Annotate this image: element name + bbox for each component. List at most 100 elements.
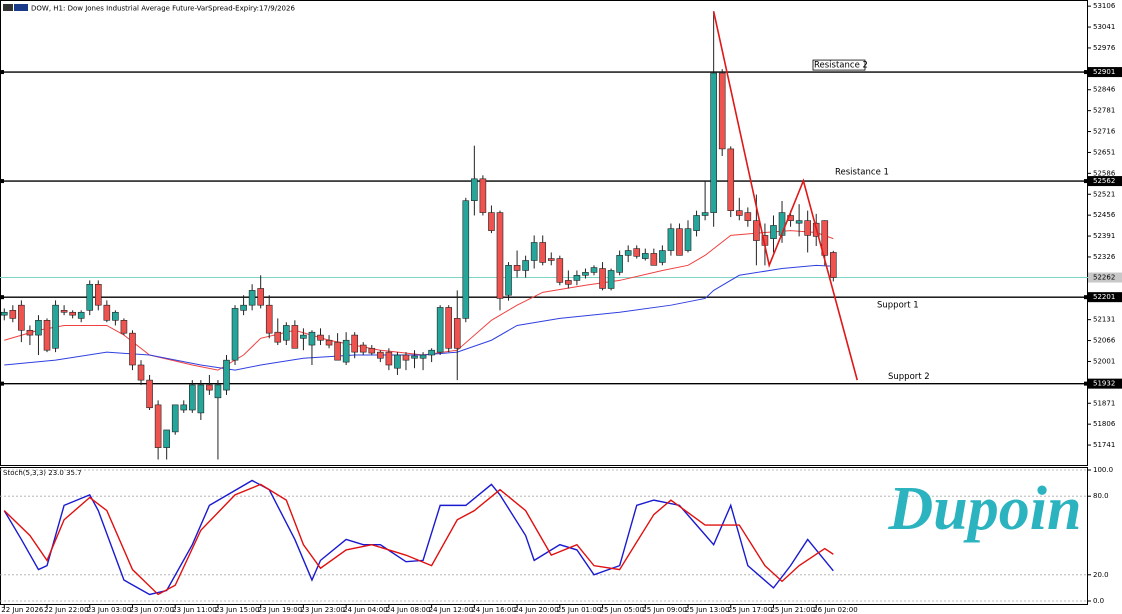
watermark: Dupoin xyxy=(888,475,1082,543)
level-value: 51932 xyxy=(1093,380,1115,388)
x-tick-label: 23 Jun 07:00 xyxy=(129,606,173,614)
candle-body xyxy=(334,341,341,361)
candle-body xyxy=(453,318,461,349)
candle-body xyxy=(718,72,726,150)
level-endpoint xyxy=(1084,381,1088,386)
candle-body xyxy=(530,242,538,261)
y-tick-label: 52846 xyxy=(1093,86,1116,94)
candle-body xyxy=(795,220,803,224)
candle-body xyxy=(146,379,153,409)
candle-body xyxy=(659,250,666,263)
y-tick-label: 51806 xyxy=(1093,420,1116,428)
candle-body xyxy=(231,308,239,361)
candle-body xyxy=(607,270,615,289)
y-tick-label: 53041 xyxy=(1093,23,1115,31)
candle-body xyxy=(77,311,85,319)
candle-body xyxy=(257,288,264,306)
candle-body xyxy=(342,339,350,363)
candle-body xyxy=(676,228,683,256)
level-value-box xyxy=(1088,176,1122,187)
candle-body xyxy=(522,260,529,271)
candle-body xyxy=(300,334,307,339)
candle-body xyxy=(325,339,333,346)
y-tick-label: 20.0 xyxy=(1093,571,1109,579)
candle-body xyxy=(428,349,435,356)
y-tick-label: 52066 xyxy=(1093,337,1116,345)
candle-body xyxy=(565,280,572,285)
level-value: 52901 xyxy=(1093,68,1115,76)
level-value: 52562 xyxy=(1093,177,1115,185)
candle-body xyxy=(496,212,504,299)
candle-body xyxy=(94,283,102,306)
candle-body xyxy=(137,364,145,381)
candle-body xyxy=(206,384,213,391)
level-endpoint xyxy=(1084,295,1088,300)
chart-title: DOW, H1: Dow Jones Industrial Average Fu… xyxy=(31,5,295,13)
candle-body xyxy=(60,310,68,313)
candle-body xyxy=(385,351,393,366)
x-tick-label: 24 Jun 16:00 xyxy=(471,606,515,614)
y-tick-label: 51741 xyxy=(1093,441,1115,449)
candle-body xyxy=(248,290,256,306)
flag-icon xyxy=(14,4,28,11)
y-tick-label: 52651 xyxy=(1093,148,1115,156)
candle-body xyxy=(513,265,521,271)
candle-body xyxy=(624,250,632,256)
trend-drawing xyxy=(712,11,859,381)
candle-body xyxy=(52,304,59,349)
candle-body xyxy=(377,351,384,359)
x-tick-label: 23 Jun 19:00 xyxy=(258,606,302,614)
candle-body xyxy=(129,332,136,366)
candle-body xyxy=(556,258,564,283)
level-endpoint xyxy=(1084,70,1088,75)
candle-body xyxy=(821,220,829,256)
candle-body xyxy=(445,307,453,349)
candle-body xyxy=(641,253,649,259)
y-tick-label: 51871 xyxy=(1093,399,1115,407)
candle-body xyxy=(488,212,495,231)
candle-body xyxy=(35,320,42,336)
candle-body xyxy=(240,304,247,311)
level-value-box xyxy=(1088,292,1122,303)
level-label-box xyxy=(812,59,866,71)
stoch-line xyxy=(3,479,834,596)
level-label: Support 2 xyxy=(888,372,930,382)
candle-body xyxy=(616,255,623,273)
level-endpoint xyxy=(0,70,4,75)
candle-body xyxy=(727,148,735,211)
candle-body xyxy=(18,304,25,331)
candle-body xyxy=(112,311,119,321)
candle-body xyxy=(351,334,358,353)
candle-body xyxy=(26,329,34,336)
y-tick-label: 52131 xyxy=(1093,316,1115,324)
candle-body xyxy=(86,283,94,311)
candle-body xyxy=(43,320,51,351)
y-tick-label: 53106 xyxy=(1093,2,1116,10)
candle-body xyxy=(582,272,589,276)
candle-body xyxy=(274,331,282,343)
candle-body xyxy=(744,212,752,221)
x-tick-label: 24 Jun 20:00 xyxy=(514,606,558,614)
level-value: 52201 xyxy=(1093,293,1115,301)
x-tick-label: 24 Jun 08:00 xyxy=(386,606,430,614)
y-tick-label: 52716 xyxy=(1093,128,1116,136)
candle-body xyxy=(650,253,658,266)
candle-body xyxy=(283,325,290,341)
candle-body xyxy=(368,347,376,354)
candle-body xyxy=(573,274,581,281)
x-tick-label: 25 Jun 01:00 xyxy=(557,606,601,614)
y-tick-label: 0.0 xyxy=(1093,597,1104,605)
level-label: Resistance 1 xyxy=(835,168,889,178)
stoch-title: Stoch(5,3,3) 23.0 35.7 xyxy=(3,469,82,477)
x-tick-label: 25 Jun 21:00 xyxy=(770,606,814,614)
candle-body xyxy=(171,404,179,433)
last-price-box xyxy=(1088,272,1122,283)
y-tick-label: 52521 xyxy=(1093,190,1115,198)
y-tick-label: 100.0 xyxy=(1093,466,1113,474)
level-endpoint xyxy=(1084,179,1088,184)
candle-body xyxy=(291,325,299,349)
candle-body xyxy=(0,311,8,316)
candle-body xyxy=(189,384,196,411)
